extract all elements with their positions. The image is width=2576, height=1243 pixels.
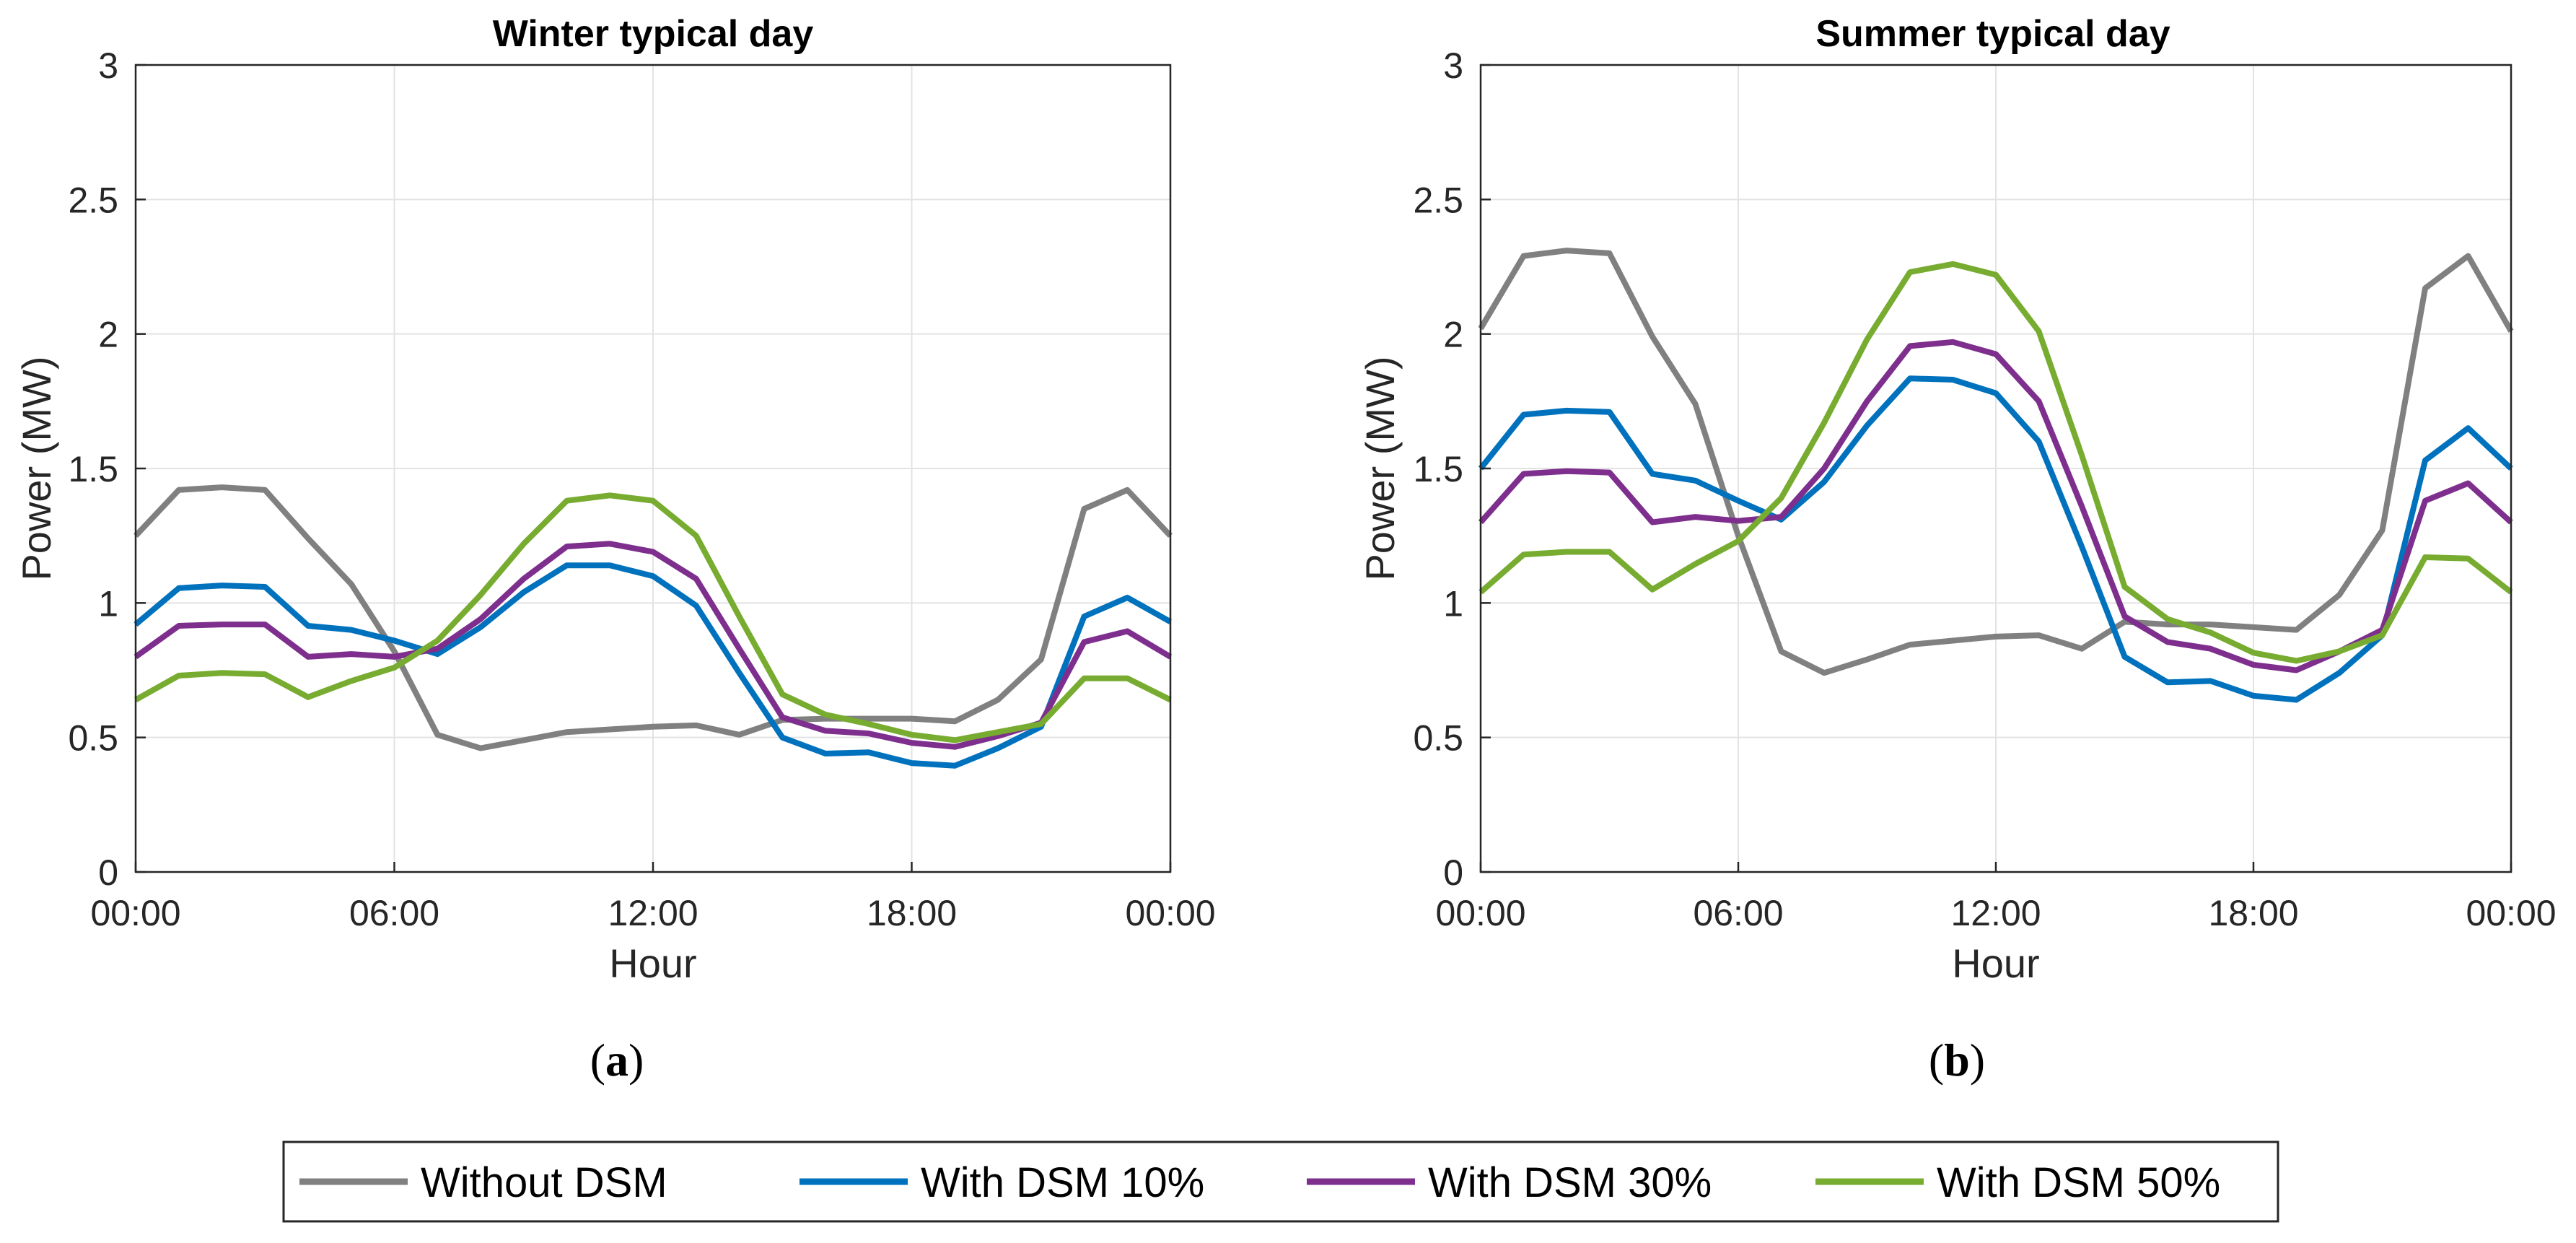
winter-gridlines [135,64,1171,873]
winter-y-axis-label: Power (MW) [14,356,59,580]
winter-y-tick-label: 0.5 [68,718,118,759]
summer-gridlines [1480,64,2512,873]
legend-item-with-dsm-30: With DSM 30% [1307,1159,1712,1206]
summer-y-tick-label: 2 [1443,315,1463,355]
summer-y-tick-label: 1.5 [1413,449,1463,489]
summer-y-tick-label: 2.5 [1413,180,1463,220]
summer-series-without-dsm [1478,248,2514,676]
winter-x-tick-label: 00:00 [90,893,180,933]
legend-label-without-dsm: Without DSM [421,1159,667,1206]
winter-y-tick-label: 2 [98,315,118,355]
summer-series-with-dsm-50 [1478,261,2513,664]
winter-y-tick-label: 0 [98,852,118,893]
winter-series-lines [133,484,1173,769]
summer-y-axis-label: Power (MW) [1357,356,1403,580]
winter-series-with-dsm-50 [134,492,1172,743]
chart-legend: Without DSM With DSM 10% With DSM 30% With … [282,1140,2279,1223]
legend-item-with-dsm-10: With DSM 10% [799,1159,1204,1206]
summer-x-tick-label: 18:00 [2208,893,2298,933]
summer-x-tick-label: 00:00 [2466,893,2556,933]
summer-y-tick-label: 0 [1443,852,1463,893]
legend-label-with-dsm-10: With DSM 10% [921,1159,1204,1206]
winter-series-without-dsm [133,484,1173,751]
summer-y-tick-label: 3 [1443,45,1463,86]
winter-panel-letter: a [605,1034,628,1086]
winter-x-axis-label: Hour [609,941,696,986]
legend-label-with-dsm-50: With DSM 50% [1937,1159,2220,1206]
winter-y-tick-label: 3 [98,45,118,86]
winter-chart-title: Winter typical day [493,13,814,55]
summer-series-lines [1478,248,2514,703]
legend-item-without-dsm: Without DSM [299,1159,667,1206]
winter-x-tick-label: 06:00 [349,893,439,933]
summer-chart-panel: Summer typical day 00:00 06:00 12:00 18:00 0… [1357,13,2557,1086]
summer-x-axis-label: Hour [1952,941,2039,986]
winter-panel-label: (a) [590,1034,644,1086]
summer-x-tick-label: 06:00 [1693,893,1783,933]
winter-y-tick-label: 2.5 [68,180,118,220]
legend-items: Without DSM With DSM 10% With DSM 30% With … [299,1159,2220,1206]
winter-x-tick-label: 12:00 [608,893,698,933]
summer-series-with-dsm-10 [1478,375,2513,703]
summer-chart-title: Summer typical day [1815,13,2170,55]
summer-y-tick-label: 1 [1443,583,1463,624]
winter-series-with-dsm-30 [133,541,1173,750]
legend-box [282,1140,2279,1223]
summer-x-tick-label: 12:00 [1950,893,2041,933]
winter-x-tick-label: 18:00 [867,893,957,933]
summer-panel-label: (b) [1929,1034,1985,1086]
winter-y-tick-label: 1.5 [68,449,118,489]
winter-series-with-dsm-10 [133,562,1172,769]
legend-label-with-dsm-30: With DSM 30% [1428,1159,1712,1206]
winter-chart-panel: Winter typical day 00:00 06:00 12:00 18:00 0… [14,13,1216,1086]
legend-item-with-dsm-50: With DSM 50% [1815,1159,2220,1206]
summer-x-tick-label: 00:00 [1435,893,1525,933]
winter-y-tick-label: 1 [98,583,118,624]
summer-y-tick-label: 0.5 [1413,718,1463,759]
winter-x-tick-label: 00:00 [1125,893,1215,933]
summer-panel-letter: b [1944,1034,1970,1086]
